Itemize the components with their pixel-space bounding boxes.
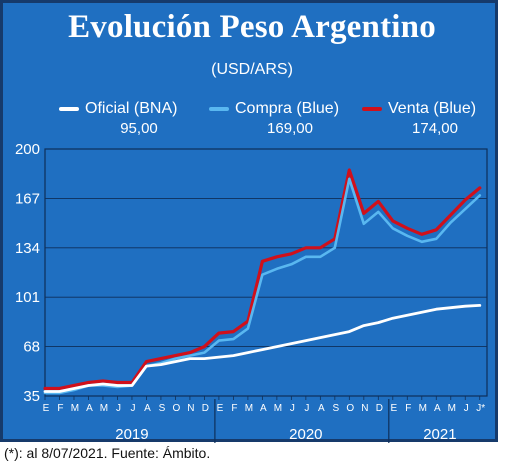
legend-value-venta: 174,00 bbox=[412, 120, 458, 137]
x-tick-label: M bbox=[419, 403, 427, 414]
x-tick-label: E bbox=[43, 403, 50, 414]
x-tick-label: N bbox=[187, 403, 194, 414]
chart-subtitle: (USD/ARS) bbox=[211, 61, 293, 78]
y-tick-label: 68 bbox=[23, 339, 40, 356]
legend-value-compra: 169,00 bbox=[267, 120, 313, 137]
x-tick-label: M bbox=[71, 403, 79, 414]
x-tick-label: J bbox=[130, 403, 135, 414]
x-tick-label: A bbox=[144, 403, 151, 414]
x-tick-label: S bbox=[333, 403, 340, 414]
x-tick-label: E bbox=[217, 403, 224, 414]
legend-swatch-oficial bbox=[59, 107, 79, 111]
y-tick-label: 167 bbox=[15, 190, 40, 207]
x-tick-label: O bbox=[173, 403, 181, 414]
y-tick-label: 134 bbox=[15, 240, 40, 257]
x-tick-label: D bbox=[202, 403, 209, 414]
x-tick-label: J bbox=[290, 403, 295, 414]
legend-label-compra: Compra (Blue) bbox=[235, 100, 340, 117]
x-tick-label: M bbox=[448, 403, 456, 414]
year-label: 2019 bbox=[115, 426, 148, 443]
x-tick-label: O bbox=[346, 403, 354, 414]
x-tick-label: A bbox=[318, 403, 325, 414]
chart-panel: Evolución Peso Argentino (USD/ARS) Ofici… bbox=[0, 0, 498, 443]
series-line-compra bbox=[43, 177, 482, 395]
x-tick-label: J bbox=[116, 403, 121, 414]
x-tick-label: A bbox=[434, 403, 441, 414]
x-tick-label: N bbox=[361, 403, 368, 414]
x-tick-label: A bbox=[260, 403, 267, 414]
year-label: 2020 bbox=[289, 426, 322, 443]
x-tick-label: F bbox=[405, 403, 411, 414]
x-tick-label: J* bbox=[476, 403, 485, 414]
x-tick-label: M bbox=[245, 403, 253, 414]
legend-label-oficial: Oficial (BNA) bbox=[85, 100, 178, 117]
y-tick-label: 101 bbox=[15, 289, 40, 306]
legend-swatch-venta bbox=[362, 107, 382, 111]
legend-item-oficial: Oficial (BNA) bbox=[59, 99, 177, 119]
series-line-venta bbox=[43, 168, 482, 391]
y-tick-label: 200 bbox=[15, 141, 40, 158]
x-tick-label: A bbox=[86, 403, 93, 414]
legend-value-oficial: 95,00 bbox=[120, 120, 158, 137]
x-tick-label: F bbox=[57, 403, 63, 414]
x-tick-label: J bbox=[464, 403, 469, 414]
chart-title: Evolución Peso Argentino bbox=[68, 9, 436, 45]
y-tick-label: 35 bbox=[23, 388, 40, 405]
x-tick-label: E bbox=[390, 403, 397, 414]
year-label: 2021 bbox=[423, 426, 456, 443]
legend-swatch-compra bbox=[209, 107, 229, 111]
x-tick-label: S bbox=[159, 403, 166, 414]
footnote: (*): al 8/07/2021. Fuente: Ámbito. bbox=[4, 445, 211, 461]
legend-item-venta: Venta (Blue) bbox=[362, 99, 476, 119]
x-tick-label: J bbox=[304, 403, 309, 414]
x-tick-label: F bbox=[231, 403, 237, 414]
x-tick-label: M bbox=[100, 403, 108, 414]
x-tick-label: M bbox=[274, 403, 282, 414]
x-tick-label: D bbox=[376, 403, 383, 414]
series-line-oficial bbox=[43, 303, 482, 393]
legend-label-venta: Venta (Blue) bbox=[388, 100, 477, 117]
legend-item-compra: Compra (Blue) bbox=[209, 99, 339, 119]
